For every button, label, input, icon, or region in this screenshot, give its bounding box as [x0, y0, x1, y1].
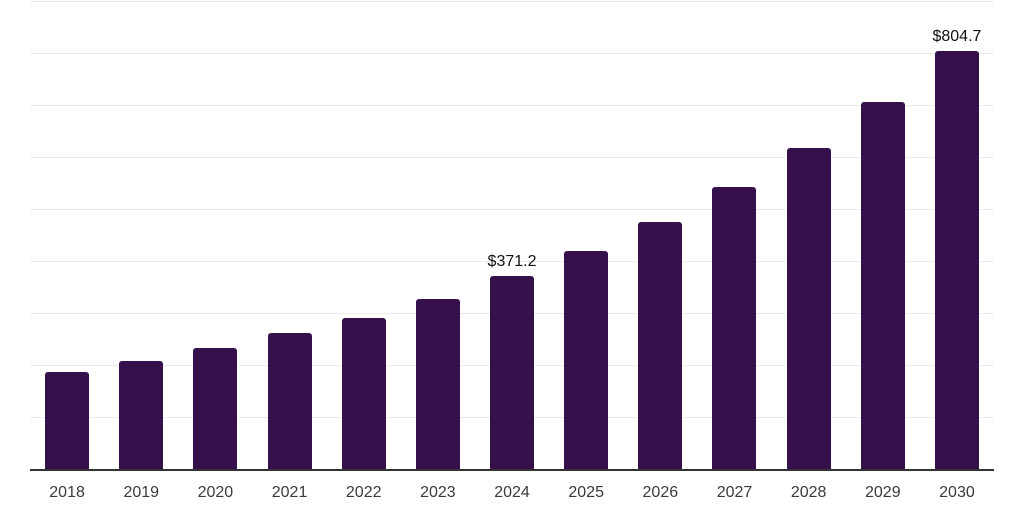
bar-2020: [193, 347, 238, 469]
bar-2025: [564, 251, 609, 469]
bar-slot-2020: [178, 1, 252, 469]
bar-2026: [638, 222, 683, 469]
x-tick-2021: 2021: [271, 484, 308, 501]
value-label-2024: $371.2: [487, 252, 537, 270]
bar-slot-2030: $804.7: [920, 1, 994, 469]
gridline-900: [30, 1, 994, 2]
bar-2029: [860, 101, 905, 469]
bar-2022: [341, 318, 386, 469]
x-tick-2018: 2018: [49, 484, 85, 501]
gridline-400: [30, 261, 994, 262]
x-tick-2023: 2023: [420, 484, 456, 501]
x-tick-2020: 2020: [197, 484, 234, 501]
x-tick-2024: 2024: [494, 484, 530, 501]
bar-slot-2022: [327, 1, 401, 469]
gridline-500: [30, 209, 994, 210]
bar-2023: [415, 299, 460, 469]
bar-slot-2021: [252, 1, 326, 469]
bar-series: $371.2 $804.7: [30, 1, 994, 469]
gridline-800: [30, 53, 994, 54]
x-tick-2027: 2027: [716, 484, 753, 501]
x-tick-2028: 2028: [790, 484, 827, 501]
x-tick-2026: 2026: [642, 484, 679, 501]
x-tick-2029: 2029: [865, 484, 901, 501]
value-label-2030: $804.7: [932, 27, 982, 45]
bar-slot-2018: [30, 1, 104, 469]
bar-2018: [45, 372, 90, 469]
bar-2024: $371.2: [488, 253, 536, 469]
bar-slot-2029: [846, 1, 920, 469]
gridline-600: [30, 157, 994, 158]
bar-slot-2019: [104, 1, 178, 469]
bar-slot-2024: $371.2: [475, 1, 549, 469]
x-tick-2019: 2019: [123, 484, 160, 501]
bar-slot-2028: [772, 1, 846, 469]
x-axis-labels: 2018 2019 2020 2021 2022 2023 2024 2025 2026 2027…: [30, 483, 994, 502]
bar-2030: $804.7: [932, 28, 981, 469]
bar-slot-2027: [697, 1, 771, 469]
bar-2019: [119, 360, 164, 469]
plot-area: $371.2 $804.7: [30, 1, 994, 471]
x-tick-2030: 2030: [939, 484, 975, 501]
x-tick-2022: 2022: [345, 484, 382, 501]
x-tick-2025: 2025: [568, 484, 604, 501]
bar-slot-2026: [623, 1, 697, 469]
bar-2021: [267, 333, 312, 469]
bar-slot-2023: [401, 1, 475, 469]
gridline-700: [30, 105, 994, 106]
bar-slot-2025: [549, 1, 623, 469]
bar-2027: [712, 187, 757, 469]
bar-2028: [786, 148, 831, 469]
